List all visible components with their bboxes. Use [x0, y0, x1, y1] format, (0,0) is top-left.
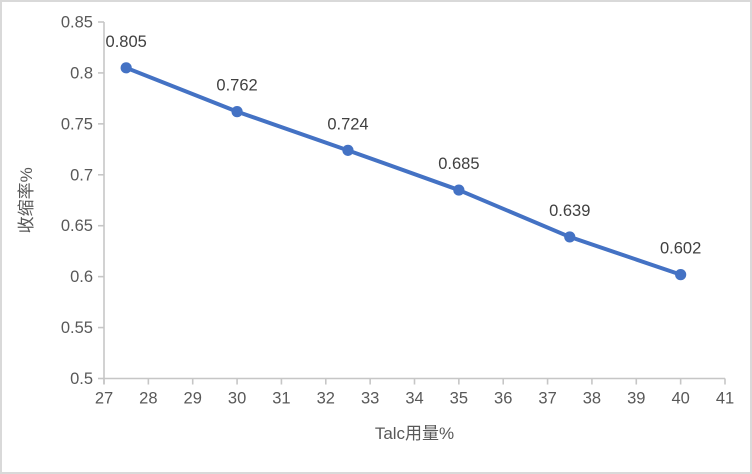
data-point-label: 0.724: [327, 115, 368, 133]
x-tick-label: 39: [627, 390, 645, 408]
data-point-marker: [120, 62, 132, 74]
data-point-marker: [342, 144, 354, 156]
x-tick-label: 29: [184, 390, 202, 408]
y-tick-label: 0.85: [61, 14, 93, 32]
y-tick-label: 0.55: [61, 319, 93, 337]
data-point-label: 0.639: [549, 202, 590, 220]
x-tick-label: 33: [361, 390, 379, 408]
data-point-marker: [231, 106, 243, 118]
x-tick-label: 41: [716, 390, 734, 408]
x-tick-label: 36: [494, 390, 512, 408]
data-point-marker: [675, 269, 687, 281]
x-axis-title: Talc用量%: [375, 424, 454, 443]
data-point-label: 0.602: [660, 240, 701, 258]
data-point-marker: [564, 231, 576, 243]
y-tick-label: 0.7: [70, 166, 93, 184]
y-tick-label: 0.65: [61, 217, 93, 235]
data-point-label: 0.805: [106, 33, 147, 51]
x-tick-label: 34: [405, 390, 423, 408]
x-tick-label: 38: [583, 390, 601, 408]
y-tick-label: 0.75: [61, 115, 93, 133]
x-tick-label: 31: [272, 390, 290, 408]
y-tick-label: 0.6: [70, 268, 93, 286]
y-tick-label: 0.8: [70, 64, 93, 82]
x-tick-label: 27: [95, 390, 113, 408]
data-point-label: 0.685: [438, 155, 479, 173]
x-tick-label: 35: [450, 390, 468, 408]
x-tick-label: 28: [139, 390, 157, 408]
y-axis-title: 收缩率%: [17, 167, 36, 233]
y-tick-label: 0.5: [70, 370, 93, 388]
x-tick-label: 32: [317, 390, 335, 408]
x-tick-label: 37: [538, 390, 556, 408]
series-line: [124, 65, 683, 277]
data-point-marker: [453, 184, 465, 196]
x-tick-label: 40: [671, 390, 689, 408]
data-point-label: 0.762: [216, 77, 257, 95]
x-tick-label: 30: [228, 390, 246, 408]
